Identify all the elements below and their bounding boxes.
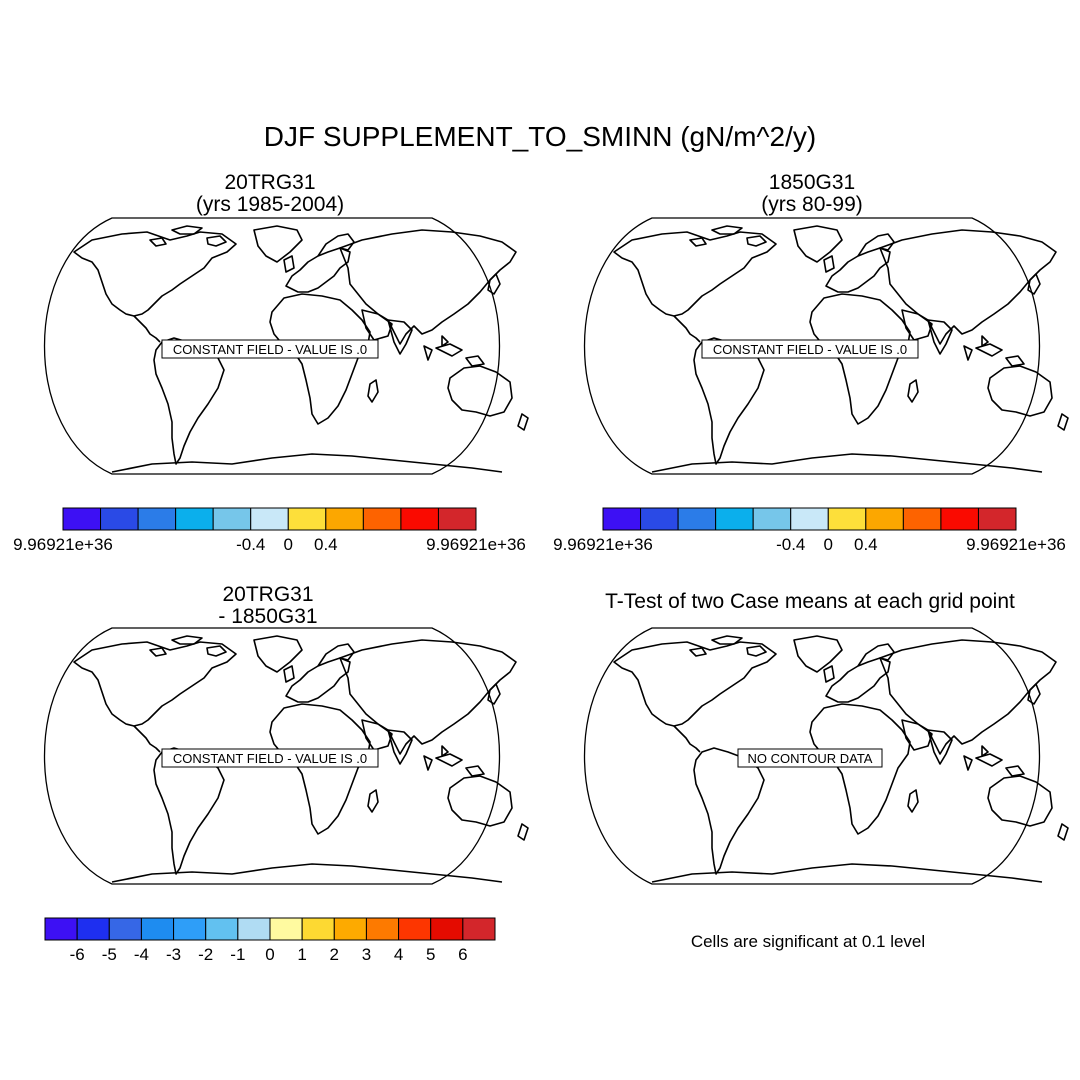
colorbar-bottom-swatch bbox=[301, 917, 335, 941]
colorbar-top-left-tick-label: 9.96921e+36 bbox=[13, 535, 113, 554]
colorbar-bottom-swatch bbox=[44, 917, 78, 941]
colorbar-bottom-tick-label: -1 bbox=[230, 945, 245, 964]
colorbar-top-right-tick-label: 9.96921e+36 bbox=[966, 535, 1066, 554]
colorbar-top-left-tick-label: 0.4 bbox=[314, 535, 338, 554]
panel-2-note-box bbox=[701, 339, 919, 359]
panel-2-title-line1: 1850G31 bbox=[769, 171, 855, 194]
colorbar-top-right-swatch bbox=[602, 507, 642, 531]
colorbar-bottom-tick-label: 6 bbox=[458, 945, 467, 964]
panel-1-note: CONSTANT FIELD - VALUE IS .0 bbox=[173, 342, 367, 357]
panel-1-title-line1: 20TRG31 bbox=[224, 171, 315, 194]
colorbar-bottom-tick-label: 5 bbox=[426, 945, 435, 964]
panel-1-title-line2: (yrs 1985-2004) bbox=[196, 193, 344, 216]
colorbar-top-right-swatch bbox=[790, 507, 829, 531]
colorbar-top-right-swatch bbox=[677, 507, 717, 531]
colorbar-bottom-swatch bbox=[333, 917, 367, 941]
colorbar-top-right-tick-label: 0 bbox=[824, 535, 833, 554]
colorbar-top-left-swatch bbox=[437, 507, 477, 531]
colorbar-top-right-swatch bbox=[977, 507, 1017, 531]
colorbar-top-left-swatch bbox=[212, 507, 252, 531]
colorbar-top-right-tick-label: -0.4 bbox=[776, 535, 805, 554]
panel-3-title-line2: - 1850G31 bbox=[218, 605, 317, 628]
colorbar-top-left-tick-label: 0 bbox=[284, 535, 293, 554]
main-title: DJF SUPPLEMENT_TO_SMINN (gN/m^2/y) bbox=[264, 121, 816, 152]
colorbar-top-right-swatch bbox=[827, 507, 867, 531]
colorbar-top-right-tick-label: 9.96921e+36 bbox=[553, 535, 653, 554]
map-panel-1: 20TRG31 (yrs 1985-2004) CONSTANT FIELD -… bbox=[43, 171, 529, 475]
panel-3-title-line1: 20TRG31 bbox=[222, 583, 313, 606]
map-panel-2: 1850G31 (yrs 80-99) CONSTANT FIELD - VAL… bbox=[583, 171, 1069, 475]
colorbar-bottom-swatch bbox=[108, 917, 142, 941]
panel-2-title-line2: (yrs 80-99) bbox=[761, 193, 863, 216]
colorbar-bottom-swatch bbox=[173, 917, 207, 941]
colorbar-top-left-swatch bbox=[362, 507, 402, 531]
colorbar-bottom-tick-label: 2 bbox=[330, 945, 339, 964]
colorbar-top-left-swatch bbox=[287, 507, 327, 531]
colorbar-bottom-swatch bbox=[269, 917, 303, 941]
colorbar-top-left: 9.96921e+36 -0.4 0 0.4 9.96921e+36 bbox=[13, 507, 526, 554]
colorbar-bottom-tick-label: 4 bbox=[394, 945, 403, 964]
colorbar-top-left-swatch bbox=[137, 507, 177, 531]
colorbar-top-left-tick-label: 9.96921e+36 bbox=[426, 535, 526, 554]
colorbar-bottom-swatch bbox=[237, 917, 271, 941]
colorbar-bottom-swatch bbox=[76, 917, 110, 941]
colorbar-top-right-swatch bbox=[940, 507, 979, 531]
colorbar-top-right: 9.96921e+36 -0.4 0 0.4 9.96921e+36 bbox=[553, 507, 1066, 554]
colorbar-bottom-tick-label: 1 bbox=[297, 945, 306, 964]
colorbar-top-left-tick-label: -0.4 bbox=[236, 535, 265, 554]
colorbar-bottom-swatch bbox=[430, 917, 464, 941]
colorbar-top-right-swatch bbox=[640, 507, 679, 531]
colorbar-bottom: -6 -5 -4 -3 -2 -1 0 1 2 3 4 5 6 bbox=[44, 917, 496, 964]
colorbar-top-left-swatch bbox=[62, 507, 102, 531]
colorbar-top-right-swatch bbox=[865, 507, 904, 531]
colorbar-top-left-swatch bbox=[175, 507, 214, 531]
map-panel-3: 20TRG31 - 1850G31 CONSTANT FIELD - VALUE… bbox=[43, 583, 529, 885]
colorbar-bottom-tick-label: 3 bbox=[362, 945, 371, 964]
colorbar-bottom-tick-label: -5 bbox=[102, 945, 117, 964]
colorbar-top-right-tick-label: 0.4 bbox=[854, 535, 878, 554]
colorbar-top-left-swatch bbox=[325, 507, 364, 531]
panel-1-note-box bbox=[161, 339, 379, 359]
colorbar-top-left-swatch bbox=[250, 507, 289, 531]
colorbar-bottom-tick-label: -4 bbox=[134, 945, 149, 964]
significance-note: Cells are significant at 0.1 level bbox=[691, 932, 925, 951]
colorbar-bottom-tick-label: -6 bbox=[70, 945, 85, 964]
panel-4-note-box bbox=[737, 748, 883, 768]
panel-4-title-line1: T-Test of two Case means at each grid po… bbox=[605, 590, 1015, 613]
colorbar-top-right-swatch bbox=[715, 507, 754, 531]
colorbar-bottom-tick-label: -2 bbox=[198, 945, 213, 964]
colorbar-bottom-swatch bbox=[398, 917, 432, 941]
colorbar-top-right-swatch bbox=[902, 507, 942, 531]
panel-3-note-box bbox=[161, 748, 379, 768]
map-panel-4: T-Test of two Case means at each grid po… bbox=[583, 590, 1069, 885]
colorbar-bottom-tick-label: -3 bbox=[166, 945, 181, 964]
panel-2-note: CONSTANT FIELD - VALUE IS .0 bbox=[713, 342, 907, 357]
panel-4-note: NO CONTOUR DATA bbox=[748, 751, 873, 766]
colorbar-top-left-swatch bbox=[100, 507, 139, 531]
colorbar-top-right-swatch bbox=[752, 507, 792, 531]
colorbar-bottom-swatch bbox=[140, 917, 175, 941]
colorbar-bottom-tick-label: 0 bbox=[265, 945, 274, 964]
colorbar-bottom-swatch bbox=[462, 917, 496, 941]
colorbar-bottom-swatch bbox=[365, 917, 400, 941]
colorbar-bottom-swatch bbox=[205, 917, 239, 941]
panel-3-note: CONSTANT FIELD - VALUE IS .0 bbox=[173, 751, 367, 766]
colorbar-top-left-swatch bbox=[400, 507, 439, 531]
